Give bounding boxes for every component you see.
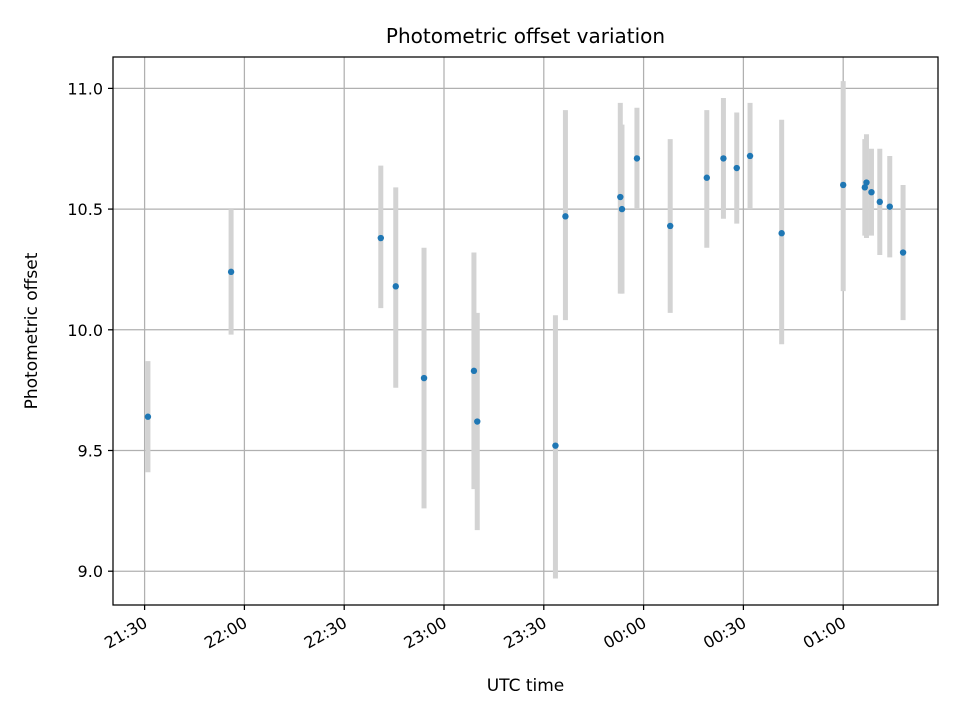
data-point	[876, 198, 883, 206]
data-point	[470, 367, 478, 375]
data-point	[377, 234, 384, 242]
y-tick-label: 9.0	[78, 562, 103, 581]
data-point	[868, 188, 875, 196]
data-point	[861, 184, 869, 191]
data-point	[778, 230, 785, 237]
y-tick-label: 11.0	[67, 79, 103, 98]
data-point	[392, 283, 399, 290]
data-point	[899, 249, 907, 256]
data-points	[144, 152, 907, 449]
data-point	[733, 164, 740, 172]
data-point	[474, 418, 481, 425]
data-point	[227, 268, 235, 276]
data-point	[617, 193, 624, 201]
plot-frame	[112, 56, 939, 606]
chart-title: Photometric offset variation	[386, 24, 665, 48]
data-point	[703, 174, 711, 181]
data-point	[144, 413, 152, 420]
y-tick-label: 9.5	[78, 441, 103, 460]
data-point	[746, 152, 754, 160]
data-point	[886, 203, 893, 210]
x-axis-label: UTC time	[487, 676, 565, 696]
y-axis-ticks: 9.0 9.5 10.0 10.5 11.0	[67, 79, 113, 581]
data-point	[562, 213, 569, 220]
y-tick-label: 10.5	[67, 200, 103, 219]
y-tick-label: 10.0	[67, 321, 103, 340]
data-point	[863, 179, 870, 186]
data-point	[720, 155, 727, 162]
data-point	[552, 442, 559, 449]
y-axis-label: Photometric offset	[22, 252, 42, 409]
data-point	[633, 155, 641, 162]
data-point	[618, 205, 626, 213]
data-point	[420, 374, 428, 382]
data-point	[667, 222, 674, 230]
data-point	[839, 181, 847, 189]
